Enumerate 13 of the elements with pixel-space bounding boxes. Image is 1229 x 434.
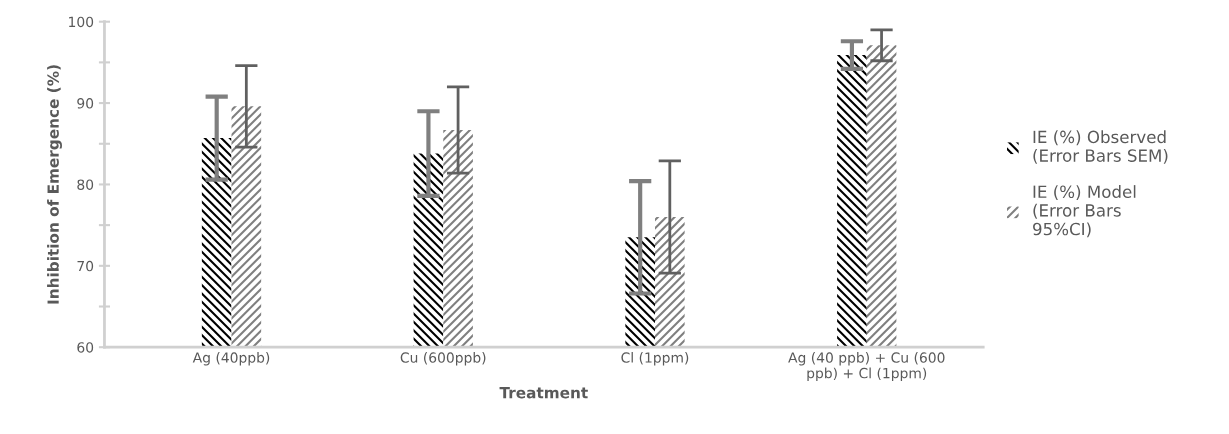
y-tick-label: 60 [77,342,94,353]
x-tick-label: Cu (600ppb) [400,352,486,366]
legend-label: IE (%) Model (Error Bars 95%CI) [1033,185,1136,238]
x-axis-title: Treatment [499,387,588,399]
x-tick-label: Cl (1ppm) [621,352,689,366]
y-tick-label: 90 [77,98,94,109]
y-tick-label: 100 [69,16,94,28]
x-tick-label: Ag (40ppb) [192,352,270,366]
x-tick-label: Ag (40 ppb) + Cu (600 ppb) + Cl (1ppm) [788,352,945,382]
legend-label: IE (%) Observed (Error Bars SEM) [1033,130,1168,164]
y-tick-label: 80 [77,179,94,190]
y-axis-title: Inhibition of Emergence (%) [47,65,62,304]
y-tick-label: 70 [77,260,94,272]
